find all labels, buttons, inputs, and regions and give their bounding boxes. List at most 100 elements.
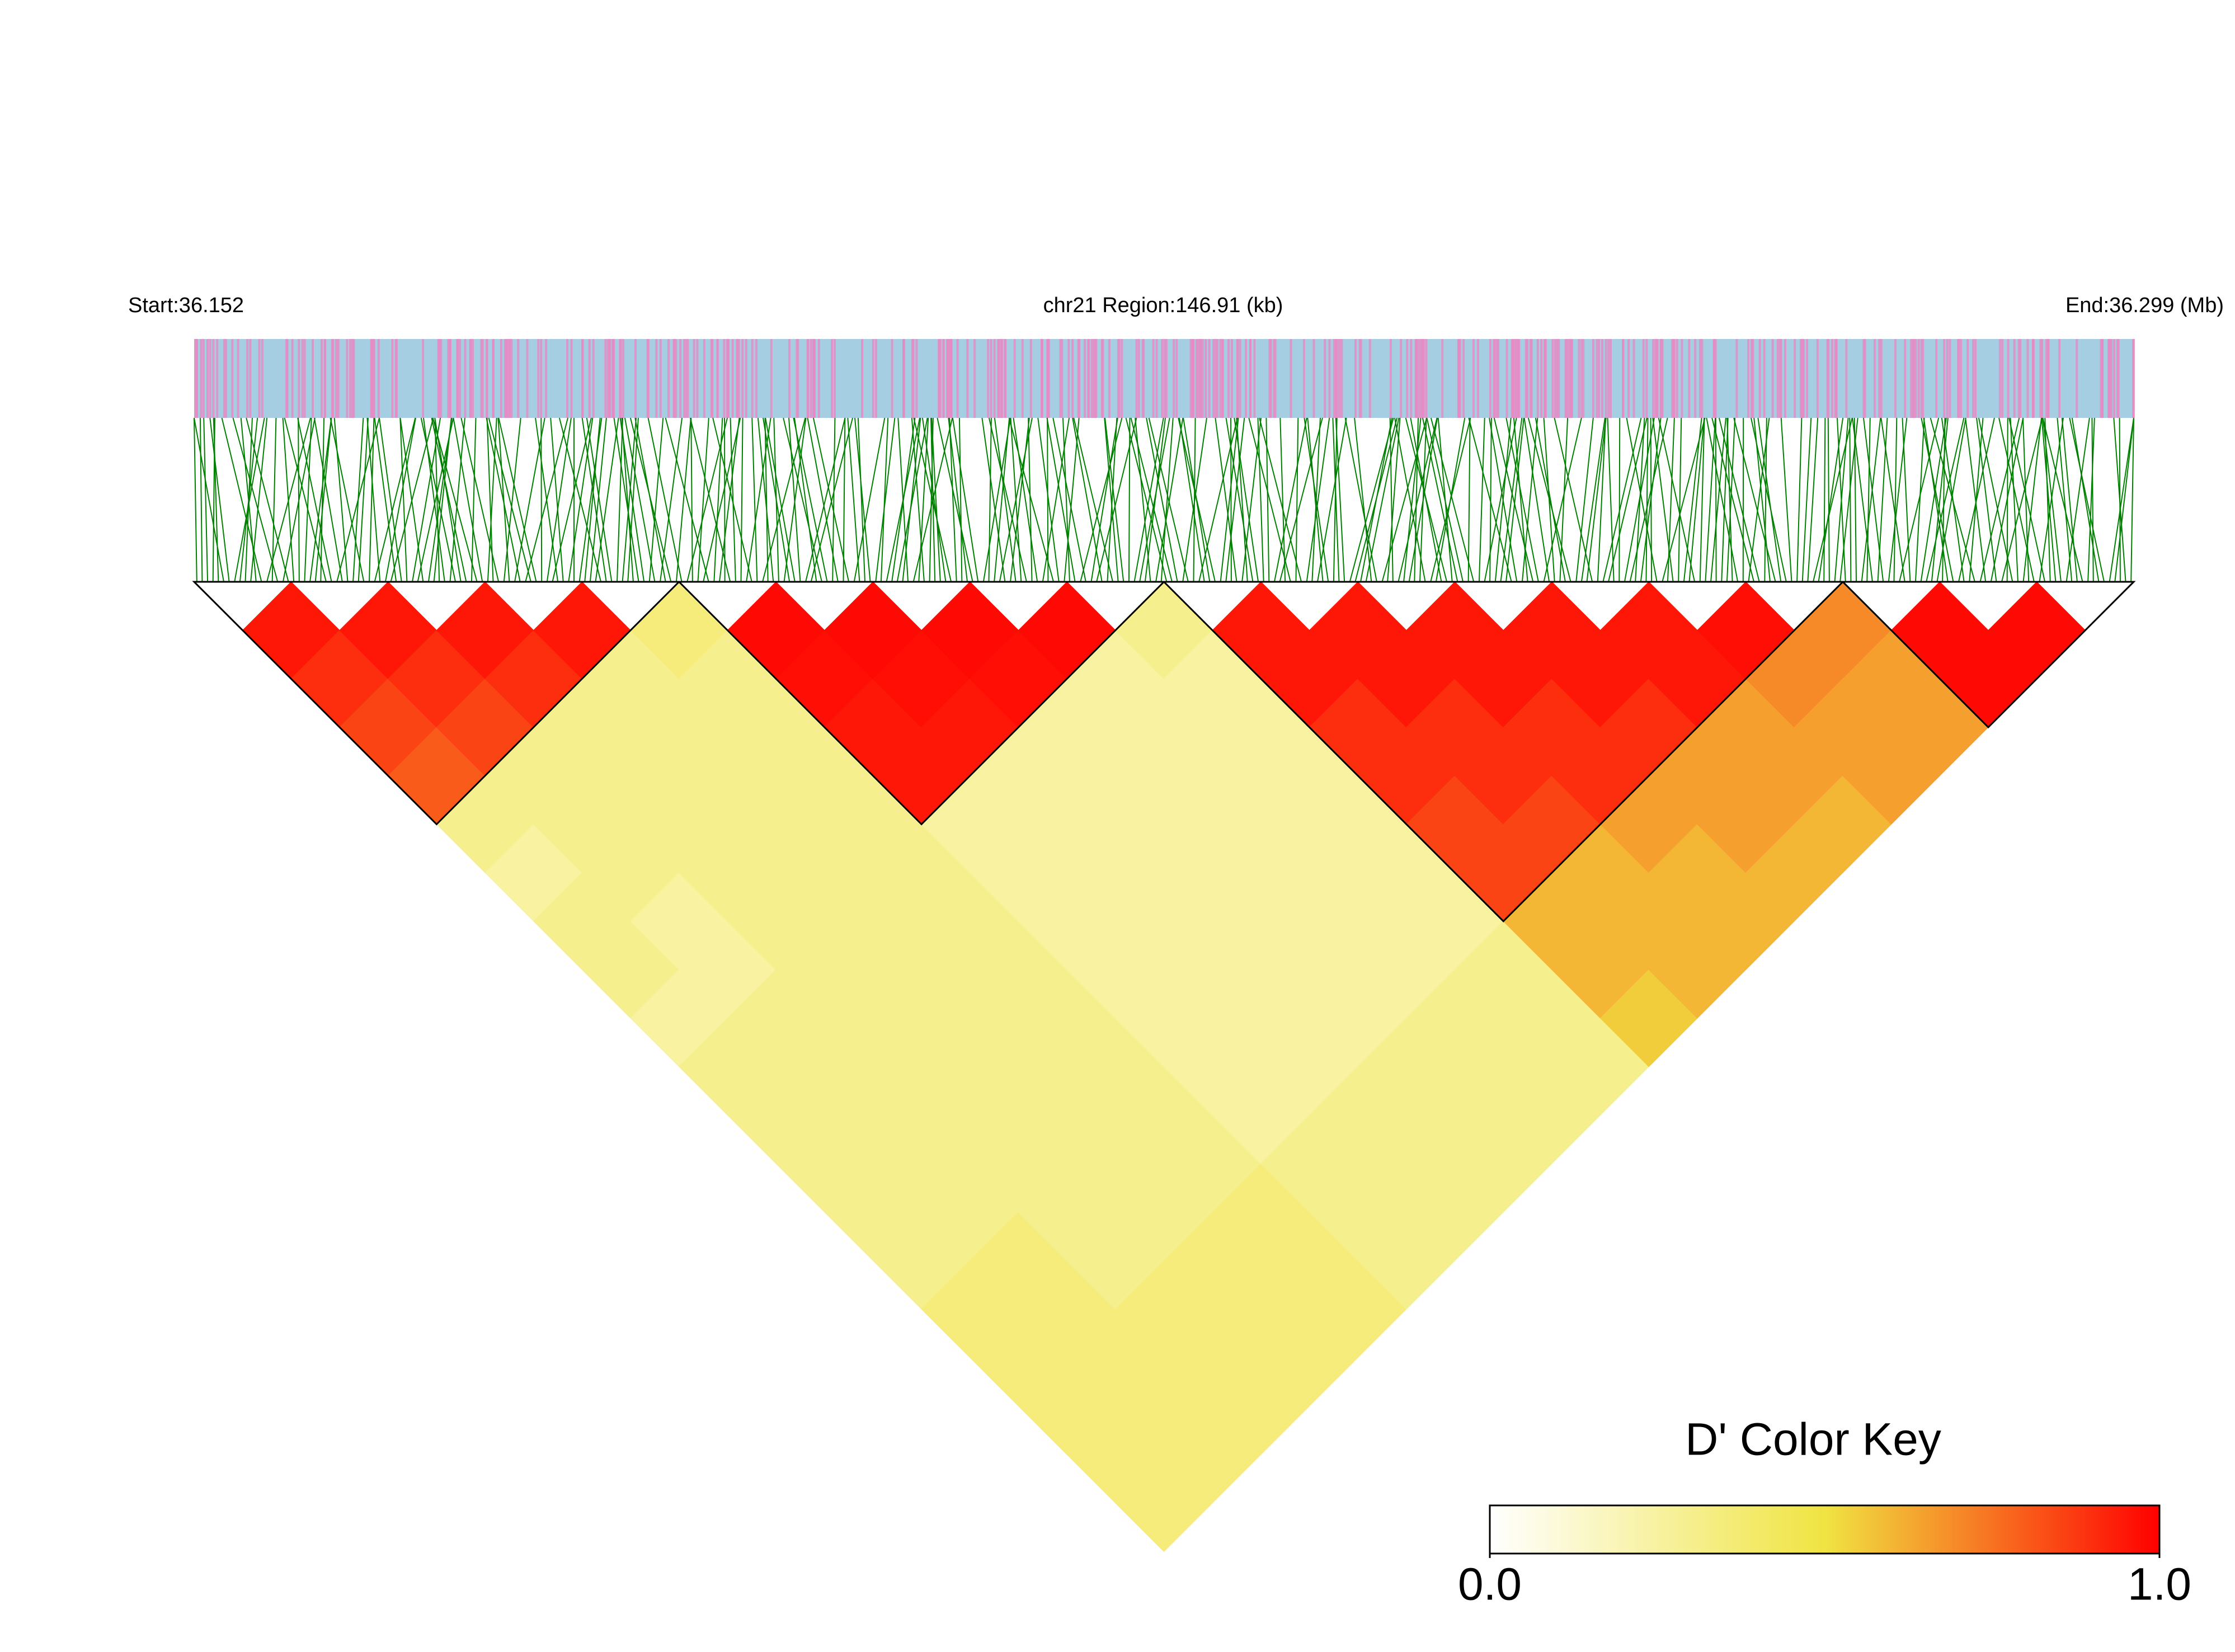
snp-stripe [655, 339, 658, 418]
snp-connector [854, 417, 871, 582]
colorbar-tick-label: 1.0 [2128, 1559, 2191, 1610]
snp-connector [1398, 417, 1438, 582]
snp-connector [246, 417, 289, 582]
snp-connector [793, 417, 828, 582]
snp-connector [486, 417, 521, 582]
snp-stripe [737, 339, 740, 418]
snp-connector [2022, 417, 2042, 582]
snp-connector [2057, 417, 2073, 582]
snp-connector [1037, 417, 1060, 582]
snp-connector [2130, 417, 2134, 582]
snp-connector [896, 417, 928, 582]
snp-stripe [249, 339, 252, 418]
snp-connector [949, 417, 957, 582]
snp-connector [433, 417, 452, 582]
snp-stripe [1645, 339, 1648, 418]
snp-stripe [298, 339, 300, 418]
snp-stripe [1960, 339, 1963, 418]
snp-connector [1902, 417, 1911, 582]
snp-stripe [1333, 339, 1335, 418]
snp-connector [1220, 417, 1239, 582]
snp-connector [2041, 417, 2057, 582]
snp-connector [1726, 417, 1733, 582]
snp-stripe [830, 339, 833, 418]
snp-stripe [2007, 339, 2010, 418]
snp-stripe [1596, 339, 1598, 418]
snp-stripe [1512, 339, 1515, 418]
snp-connector [1877, 417, 1888, 582]
snp-stripe [817, 339, 820, 418]
snp-connector [624, 417, 656, 582]
snp-stripe [613, 339, 615, 418]
snp-stripe [1917, 339, 1920, 418]
snp-connector [812, 417, 850, 582]
snp-connector [366, 417, 381, 582]
snp-stripe [1215, 339, 1217, 418]
snp-stripe [1135, 339, 1138, 418]
snp-stripe [672, 339, 675, 418]
snp-stripe [1000, 339, 1003, 418]
snp-connector [1629, 417, 1668, 582]
snp-stripe [1802, 339, 1805, 418]
snp-connector [1349, 417, 1394, 582]
snp-stripe [902, 339, 905, 418]
snp-stripe [1359, 339, 1362, 418]
snp-stripe [1423, 339, 1425, 418]
snp-stripe [566, 339, 569, 418]
snp-stripe [1800, 339, 1803, 418]
snp-stripe [703, 339, 705, 418]
snp-stripe [1340, 339, 1343, 418]
snp-stripe [1536, 339, 1539, 418]
snp-stripe [1389, 339, 1392, 418]
snp-stripe [745, 339, 747, 418]
snp-connector [988, 417, 992, 582]
snp-stripe [2058, 339, 2061, 418]
snp-stripe [526, 339, 529, 418]
snp-stripe [2101, 339, 2104, 418]
snp-connector [1926, 417, 1965, 582]
snp-stripe [1516, 339, 1518, 418]
snp-connector [810, 417, 854, 582]
snp-stripe [1530, 339, 1533, 418]
snp-stripe [716, 339, 719, 418]
snp-stripe [1269, 339, 1272, 418]
snp-stripe [1763, 339, 1766, 418]
snp-connector [1652, 417, 1674, 582]
snp-connector [1823, 417, 1826, 582]
snp-connector [1658, 417, 1696, 582]
snp-connector [1047, 417, 1049, 582]
snp-connector [431, 417, 467, 582]
snp-stripe [1567, 339, 1570, 418]
snp-connector [1430, 417, 1475, 582]
snp-connector [1710, 417, 1726, 582]
snp-connector [1052, 417, 1086, 582]
snp-stripe [1497, 339, 1500, 418]
snp-stripe [570, 339, 573, 418]
snp-connector [622, 417, 637, 582]
snp-stripe [592, 339, 595, 418]
snp-stripe [1735, 339, 1738, 418]
snp-stripe [1137, 339, 1140, 418]
snp-connector [853, 417, 886, 582]
snp-connector [1128, 417, 1131, 582]
snp-connector [913, 417, 952, 582]
snp-connector [221, 417, 262, 582]
snp-stripe [1108, 339, 1111, 418]
snp-stripe [751, 339, 754, 418]
snp-stripe [492, 339, 495, 418]
snp-stripe [2026, 339, 2029, 418]
snp-connector [1645, 417, 1649, 582]
snp-connector [1608, 417, 1648, 582]
snp-connector [1607, 417, 1615, 582]
snp-stripe [950, 339, 953, 418]
snp-stripe [1324, 339, 1326, 418]
snp-stripe [422, 339, 425, 418]
snp-connector [1179, 417, 1205, 582]
snp-stripe [1421, 339, 1424, 418]
snp-stripe [938, 339, 940, 418]
snp-connector [1265, 417, 1270, 582]
snp-stripe [1192, 339, 1195, 418]
snp-stripe [2117, 339, 2120, 418]
snp-stripe [469, 339, 472, 418]
snp-stripe [1245, 339, 1248, 418]
